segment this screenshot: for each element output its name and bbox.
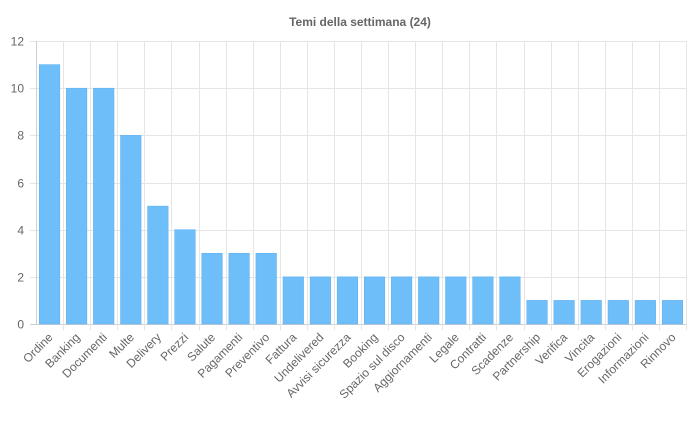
y-tick-label: 8 (17, 129, 24, 143)
y-tick-label: 2 (17, 271, 24, 285)
bar-undelivered[interactable] (309, 276, 331, 325)
bar-prezzi[interactable] (174, 229, 196, 325)
bar-verifica[interactable] (553, 300, 575, 325)
bar-avvisi-sicurezza[interactable] (336, 276, 358, 325)
bar-booking[interactable] (364, 276, 386, 325)
bar-pagamenti[interactable] (228, 253, 250, 325)
y-tick-label: 0 (17, 318, 24, 332)
bars-layer (39, 64, 684, 325)
bar-scadenze[interactable] (499, 276, 521, 325)
bar-salute[interactable] (201, 253, 223, 325)
bar-delivery[interactable] (147, 205, 169, 325)
bar-rinnovo[interactable] (661, 300, 684, 325)
bar-aggiornamenti[interactable] (418, 276, 440, 325)
bar-spazio-sul-disco[interactable] (391, 276, 413, 325)
bar-documenti[interactable] (93, 87, 115, 325)
y-tick-label: 10 (11, 82, 25, 96)
y-tick-label: 4 (17, 224, 24, 238)
bar-informazioni[interactable] (634, 300, 656, 325)
bar-partnership[interactable] (526, 300, 548, 325)
x-axis: OrdineBankingDocumentiMulteDeliveryPrezz… (20, 330, 679, 401)
bar-legale[interactable] (445, 276, 467, 325)
y-axis: 0 2 4 6 8 10 12 (11, 35, 25, 332)
bar-vincita[interactable] (580, 300, 602, 325)
x-tick-label: Prezzi (158, 330, 191, 363)
y-tick-label: 6 (17, 177, 24, 191)
chart-title: Temi della settimana (24) (289, 15, 431, 29)
bar-ordine[interactable] (39, 64, 61, 325)
bar-erogazioni[interactable] (607, 300, 629, 325)
bar-contratti[interactable] (472, 276, 494, 325)
bar-banking[interactable] (66, 87, 88, 325)
bar-fattura[interactable] (282, 276, 304, 325)
y-tick-label: 12 (11, 35, 25, 49)
grid-layer (30, 41, 687, 330)
bar-multe[interactable] (120, 135, 142, 325)
bar-preventivo[interactable] (255, 253, 277, 325)
